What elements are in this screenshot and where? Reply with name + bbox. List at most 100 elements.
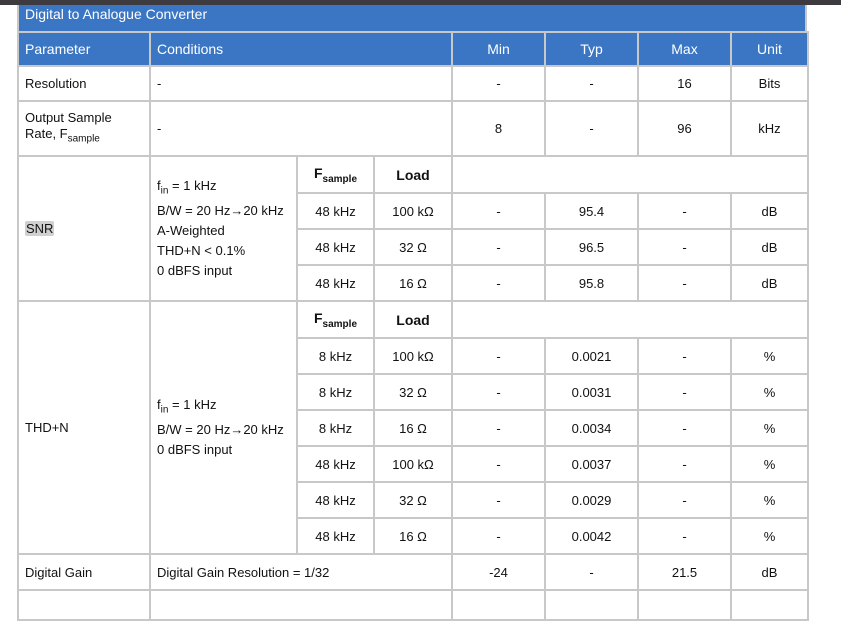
load: 100 kΩ	[373, 337, 453, 375]
max: -	[637, 337, 732, 375]
fs: 48 kHz	[296, 228, 375, 266]
param: Output Sample Rate, Fsample	[17, 100, 151, 157]
min: -	[451, 192, 546, 230]
param: Resolution	[17, 65, 151, 102]
table-row: 48 kHz 16 Ω -0.0042-%	[18, 517, 809, 555]
param: Digital Gain	[17, 553, 151, 591]
window-top-bar	[0, 0, 841, 5]
unit: dB	[730, 264, 809, 302]
unit: dB	[730, 553, 809, 591]
max: -	[637, 264, 732, 302]
cond-line: B/W = 20 Hz→20 kHz	[157, 203, 284, 219]
min: -	[451, 445, 546, 483]
fs: 48 kHz	[296, 264, 375, 302]
load: 100 kΩ	[373, 445, 453, 483]
cell	[17, 589, 151, 621]
typ: 0.0034	[544, 409, 639, 447]
fs-sub: sample	[322, 318, 358, 330]
cell	[637, 589, 732, 621]
table-row: Output Sample Rate, Fsample - 8 - 96 kHz	[17, 100, 809, 157]
min: -	[451, 481, 546, 519]
table-row: 8 kHz 16 Ω -0.0034-%	[18, 409, 809, 447]
max: -	[637, 481, 732, 519]
fs: 48 kHz	[296, 481, 375, 519]
unit: Bits	[730, 65, 809, 102]
fs: 48 kHz	[296, 517, 375, 555]
typ: 95.4	[544, 192, 639, 230]
min: -24	[451, 553, 546, 591]
min: 8	[451, 100, 546, 157]
table-row: 8 kHz 32 Ω -0.0031-%	[18, 373, 809, 411]
typ: 0.0031	[544, 373, 639, 411]
param: SNR	[17, 155, 151, 302]
max: -	[637, 445, 732, 483]
max: -	[637, 409, 732, 447]
min: -	[451, 409, 546, 447]
load: 16 Ω	[373, 409, 453, 447]
param-text: SNR	[25, 221, 55, 236]
fs: 8 kHz	[296, 409, 375, 447]
header-row: Parameter Conditions Min Typ Max Unit	[17, 31, 809, 67]
min: -	[451, 373, 546, 411]
header-max: Max	[637, 31, 732, 67]
min: -	[451, 228, 546, 266]
fs-text: F	[313, 164, 323, 181]
cond: Digital Gain Resolution = 1/32	[149, 553, 453, 591]
max: 96	[637, 100, 732, 157]
unit: %	[730, 409, 809, 447]
param: THD+N	[17, 300, 151, 555]
table-row	[17, 589, 809, 621]
unit: kHz	[730, 100, 809, 157]
table-row: 48 kHz 100 kΩ -0.0037-%	[18, 445, 809, 483]
cond-text: f	[157, 396, 161, 412]
cond-text: = 1 kHz	[168, 177, 217, 193]
header-unit: Unit	[730, 31, 809, 67]
load: 100 kΩ	[373, 192, 453, 230]
cond-text: = 1 kHz	[168, 396, 217, 412]
unit: dB	[730, 192, 809, 230]
unit: %	[730, 445, 809, 483]
sub-header-row: SNR fin = 1 kHz B/W = 20 Hz→20 kHz A-Weigh…	[17, 155, 809, 302]
sub-header-load: Load	[373, 300, 453, 339]
fs: 8 kHz	[296, 373, 375, 411]
table-row: 48 kHz 100 kΩ -95.4- dB	[18, 192, 809, 230]
load: 32 Ω	[373, 481, 453, 519]
cond-sub: in	[160, 185, 169, 197]
cond-line: A-Weighted	[157, 223, 225, 239]
load: 32 Ω	[373, 228, 453, 266]
cond-line: 0 dBFS input	[157, 263, 233, 279]
cell	[730, 589, 809, 621]
cond-line: 0 dBFS input	[157, 442, 233, 458]
max: 21.5	[637, 553, 732, 591]
max: 16	[637, 65, 732, 102]
load: 16 Ω	[373, 264, 453, 302]
dac-spec-table: Parameter Conditions Min Typ Max Unit Re…	[17, 31, 809, 621]
typ: -	[544, 100, 639, 157]
cell	[451, 589, 546, 621]
min: -	[451, 337, 546, 375]
fs: 48 kHz	[296, 445, 375, 483]
blank-cell	[451, 300, 809, 339]
cond-sub: in	[160, 404, 169, 416]
table-row: Digital Gain Digital Gain Resolution = 1…	[17, 553, 809, 591]
fs: 48 kHz	[296, 192, 375, 230]
blank-cell	[451, 155, 809, 194]
header-parameter: Parameter	[17, 31, 151, 67]
param-sub: sample	[67, 133, 100, 145]
typ: 0.0042	[544, 517, 639, 555]
load: 32 Ω	[373, 373, 453, 411]
cond-line: B/W = 20 Hz→20 kHz	[157, 422, 284, 438]
param-text: THD+N	[25, 420, 69, 435]
sub-header-fsample: Fsample	[296, 155, 375, 194]
param-text: Output Sample Rate, F	[25, 109, 112, 141]
unit: %	[730, 337, 809, 375]
table-row: 48 kHz 32 Ω -0.0029-%	[18, 481, 809, 519]
table-title: Digital to Analogue Converter	[17, 5, 807, 31]
cond: -	[149, 65, 453, 102]
sub-header-row: THD+N fin = 1 kHz B/W = 20 Hz→20 kHz 0 dBF…	[17, 300, 809, 555]
typ: 96.5	[544, 228, 639, 266]
table-row: 48 kHz 32 Ω -96.5- dB	[18, 228, 809, 266]
header-typ: Typ	[544, 31, 639, 67]
fs-text: F	[313, 309, 323, 326]
typ: 0.0021	[544, 337, 639, 375]
